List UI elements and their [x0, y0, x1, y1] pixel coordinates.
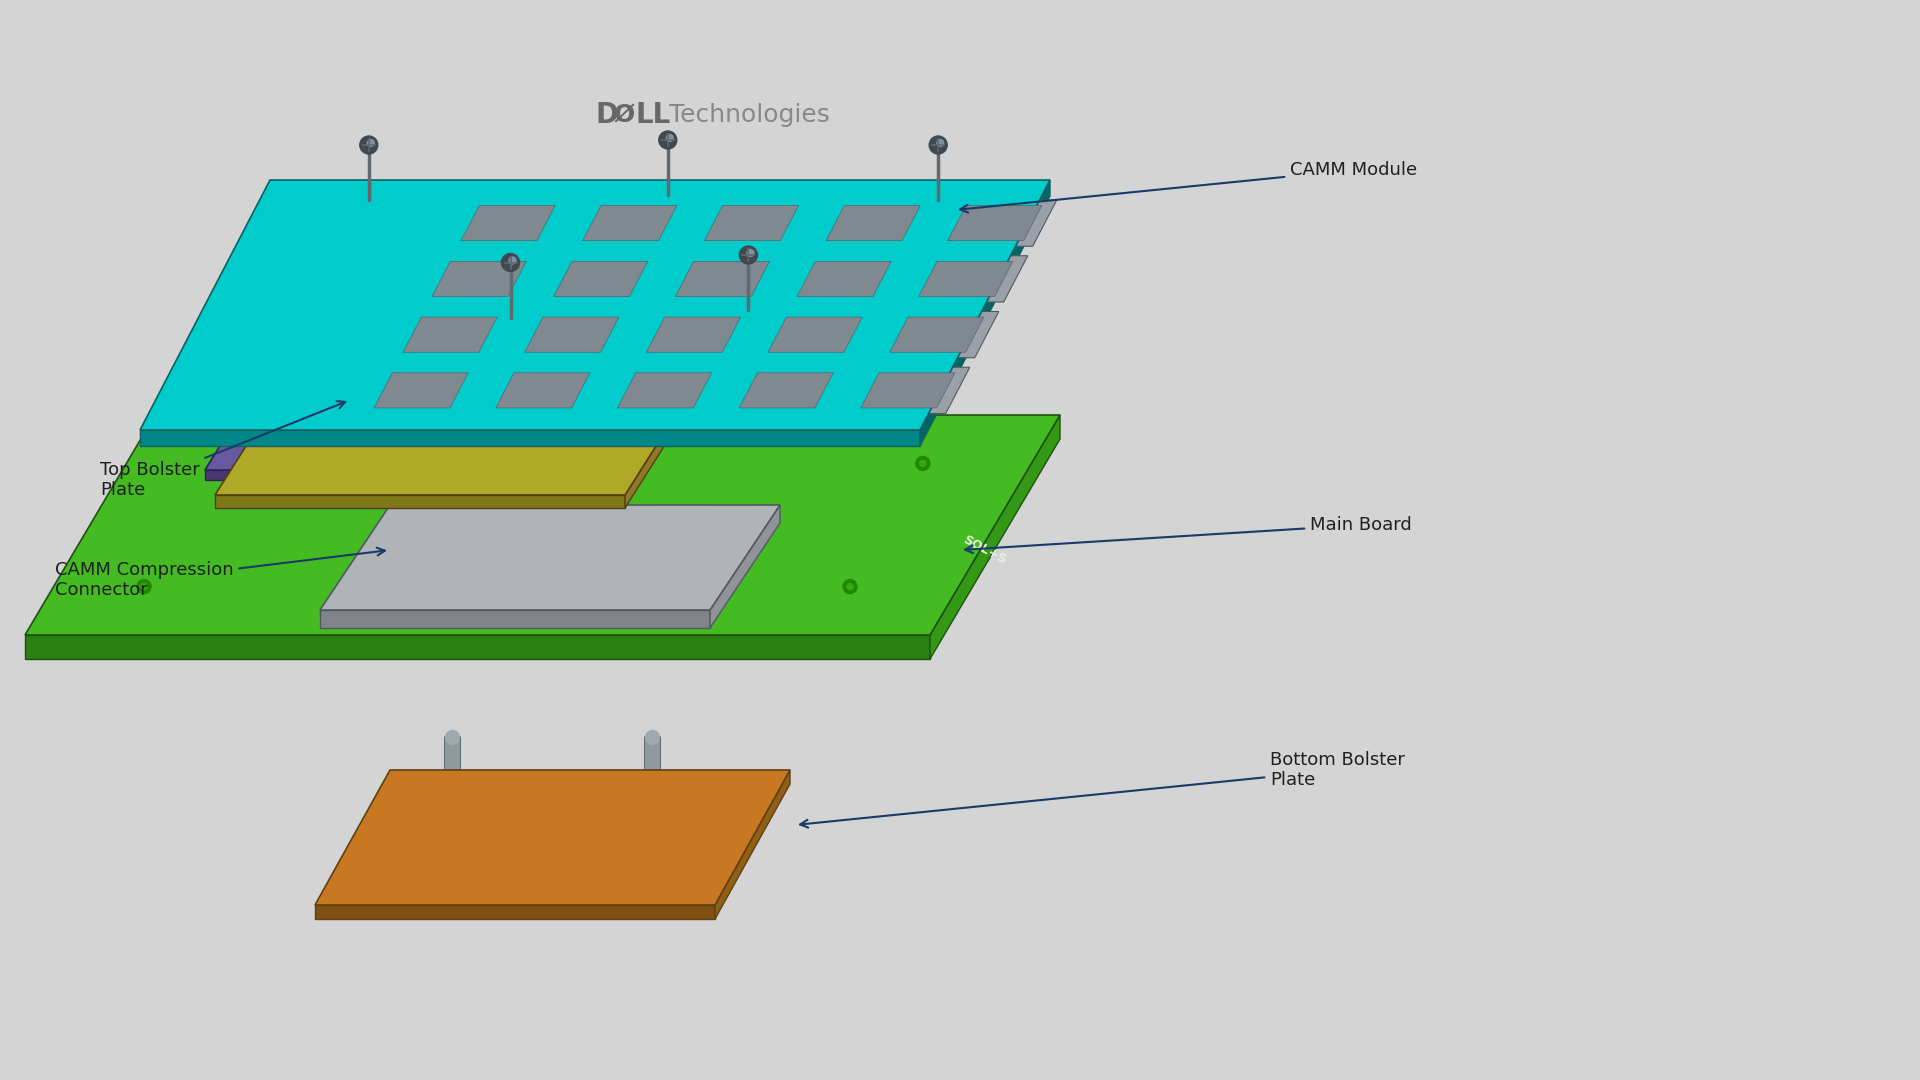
Circle shape — [131, 573, 157, 599]
Circle shape — [916, 457, 929, 471]
Circle shape — [747, 249, 755, 256]
Polygon shape — [797, 261, 891, 296]
Polygon shape — [540, 256, 662, 302]
Polygon shape — [724, 367, 849, 414]
Circle shape — [367, 139, 374, 147]
Circle shape — [340, 416, 349, 424]
FancyBboxPatch shape — [645, 737, 660, 838]
Polygon shape — [388, 311, 513, 357]
Polygon shape — [781, 256, 906, 302]
Polygon shape — [315, 770, 789, 905]
Text: LL: LL — [636, 102, 670, 129]
Polygon shape — [632, 311, 755, 357]
Circle shape — [140, 583, 148, 590]
Circle shape — [847, 583, 852, 590]
Circle shape — [910, 450, 935, 476]
Text: SOL+S: SOL+S — [962, 534, 1008, 567]
Polygon shape — [826, 205, 920, 241]
Polygon shape — [689, 200, 814, 246]
Circle shape — [509, 257, 516, 264]
Polygon shape — [676, 261, 770, 296]
Circle shape — [739, 246, 756, 264]
FancyBboxPatch shape — [445, 737, 461, 838]
Polygon shape — [647, 318, 741, 352]
Polygon shape — [847, 367, 970, 414]
Circle shape — [336, 411, 353, 428]
Polygon shape — [215, 495, 626, 508]
Polygon shape — [461, 205, 555, 241]
Polygon shape — [739, 373, 833, 408]
Polygon shape — [403, 318, 497, 352]
Polygon shape — [434, 505, 549, 610]
Polygon shape — [25, 635, 929, 659]
Circle shape — [204, 450, 230, 476]
Polygon shape — [929, 415, 1060, 659]
Polygon shape — [710, 505, 780, 627]
Polygon shape — [768, 318, 862, 352]
Text: CAMM Module: CAMM Module — [960, 161, 1417, 213]
Text: Ø: Ø — [612, 103, 634, 127]
Polygon shape — [321, 505, 780, 610]
Text: Technologies: Technologies — [668, 103, 829, 127]
Circle shape — [937, 139, 945, 147]
Polygon shape — [328, 505, 445, 610]
Polygon shape — [904, 256, 1027, 302]
Polygon shape — [948, 205, 1043, 241]
Polygon shape — [568, 200, 691, 246]
Circle shape — [209, 457, 225, 471]
Circle shape — [659, 131, 678, 149]
Circle shape — [837, 573, 862, 599]
Polygon shape — [25, 415, 1060, 635]
Polygon shape — [810, 200, 935, 246]
Polygon shape — [860, 373, 954, 408]
Polygon shape — [920, 180, 1050, 446]
Polygon shape — [639, 505, 756, 610]
Polygon shape — [511, 311, 634, 357]
Circle shape — [582, 411, 599, 428]
Polygon shape — [753, 311, 877, 357]
Polygon shape — [480, 367, 605, 414]
Circle shape — [929, 136, 947, 154]
Text: D: D — [595, 102, 618, 129]
Circle shape — [445, 730, 459, 744]
Polygon shape — [417, 256, 541, 302]
Polygon shape — [553, 261, 647, 296]
Polygon shape — [445, 200, 570, 246]
Circle shape — [645, 730, 659, 744]
Text: CAMM Compression
Connector: CAMM Compression Connector — [56, 548, 384, 599]
Polygon shape — [889, 318, 983, 352]
Polygon shape — [582, 205, 678, 241]
Polygon shape — [140, 430, 920, 446]
Polygon shape — [603, 367, 726, 414]
Polygon shape — [920, 261, 1014, 296]
Circle shape — [666, 135, 674, 141]
Polygon shape — [359, 367, 484, 414]
Text: Bottom Bolster
Plate: Bottom Bolster Plate — [801, 751, 1405, 827]
Circle shape — [359, 136, 378, 154]
Polygon shape — [538, 505, 655, 610]
Circle shape — [136, 580, 152, 594]
Polygon shape — [205, 325, 726, 470]
Circle shape — [501, 254, 520, 271]
Polygon shape — [140, 180, 1050, 430]
Polygon shape — [321, 610, 710, 627]
Circle shape — [920, 460, 925, 467]
Circle shape — [213, 460, 221, 467]
Polygon shape — [876, 311, 998, 357]
Circle shape — [843, 580, 856, 594]
Polygon shape — [495, 373, 589, 408]
Text: Top Bolster
Plate: Top Bolster Plate — [100, 401, 346, 499]
Polygon shape — [714, 770, 789, 919]
Polygon shape — [315, 905, 714, 919]
Polygon shape — [215, 345, 720, 495]
Polygon shape — [432, 261, 526, 296]
Polygon shape — [636, 325, 726, 480]
Text: Main Board: Main Board — [966, 516, 1411, 553]
Polygon shape — [705, 205, 799, 241]
Polygon shape — [626, 345, 720, 508]
Circle shape — [586, 416, 595, 424]
Polygon shape — [524, 318, 618, 352]
Polygon shape — [374, 373, 468, 408]
Polygon shape — [205, 470, 636, 480]
